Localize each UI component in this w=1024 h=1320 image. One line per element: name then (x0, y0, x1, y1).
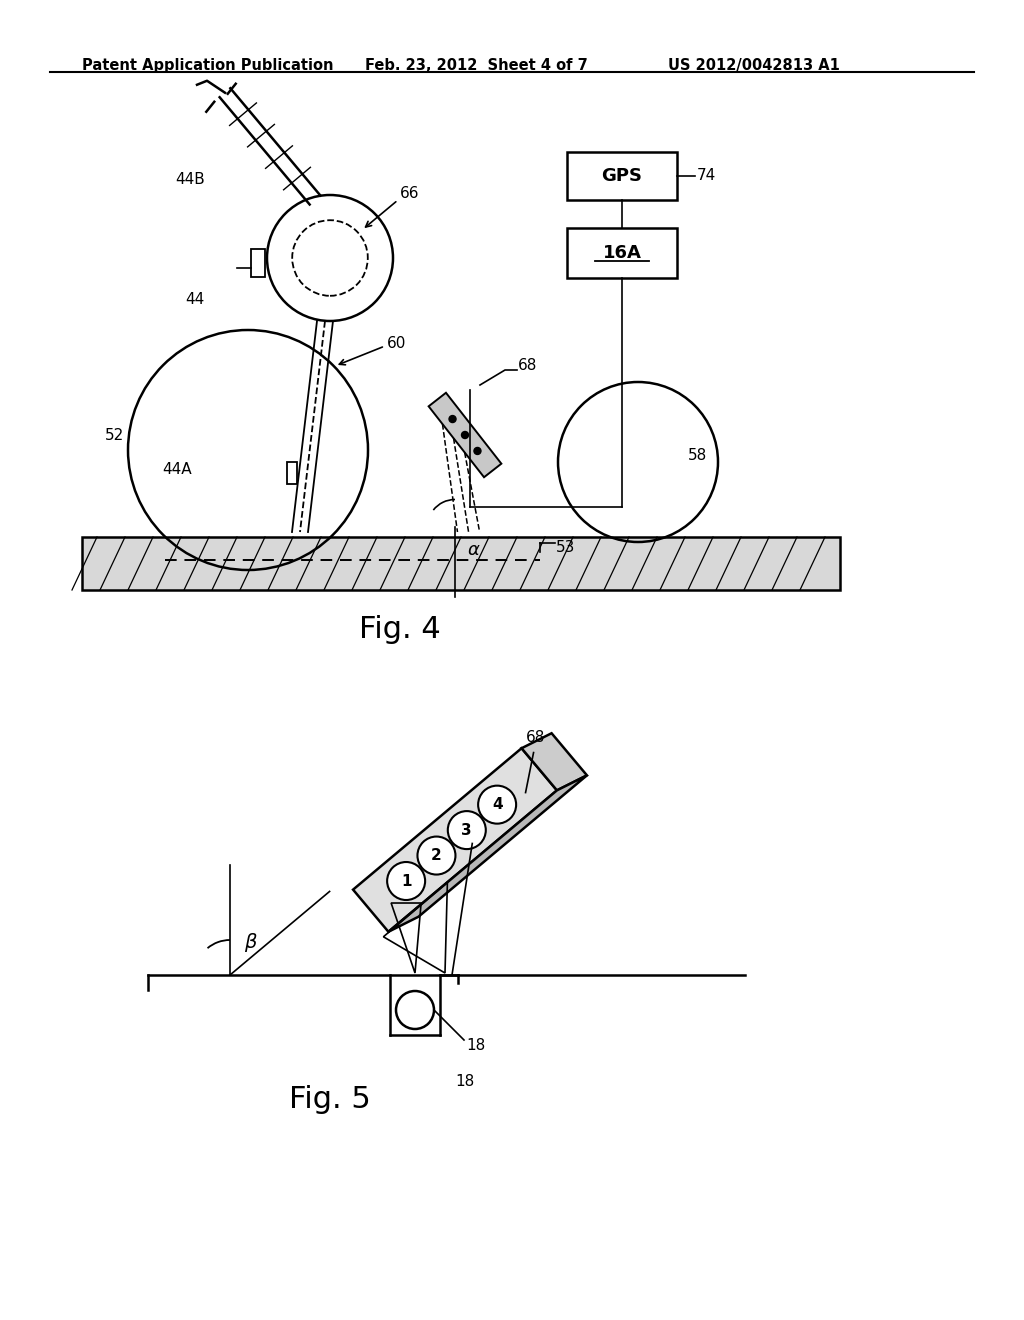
Text: 4: 4 (492, 797, 503, 812)
Text: Fig. 5: Fig. 5 (289, 1085, 371, 1114)
Text: Patent Application Publication: Patent Application Publication (82, 58, 334, 73)
Bar (567, 152, 677, 201)
Text: 18: 18 (466, 1038, 485, 1052)
Text: 68: 68 (518, 358, 538, 372)
Text: 2: 2 (431, 847, 441, 863)
Text: US 2012/0042813 A1: US 2012/0042813 A1 (668, 58, 840, 73)
Text: 44B: 44B (175, 173, 205, 187)
Polygon shape (521, 733, 587, 791)
Text: Fig. 4: Fig. 4 (359, 615, 441, 644)
Polygon shape (388, 775, 587, 932)
Circle shape (474, 447, 481, 454)
Text: 18: 18 (455, 1074, 474, 1089)
Text: 66: 66 (400, 186, 420, 201)
Text: α: α (467, 541, 479, 558)
Text: 44A: 44A (162, 462, 191, 478)
Bar (287, 462, 297, 484)
Circle shape (387, 862, 425, 900)
Circle shape (267, 195, 393, 321)
Text: Feb. 23, 2012  Sheet 4 of 7: Feb. 23, 2012 Sheet 4 of 7 (365, 58, 588, 73)
Text: 74: 74 (697, 169, 716, 183)
Text: β: β (244, 933, 256, 953)
Circle shape (478, 785, 516, 824)
Polygon shape (429, 393, 502, 478)
Text: 1: 1 (400, 874, 412, 888)
Text: 53: 53 (556, 540, 575, 556)
Circle shape (462, 432, 469, 438)
Text: 52: 52 (105, 428, 124, 442)
Bar (82, 537, 840, 590)
Text: 58: 58 (688, 447, 708, 462)
Circle shape (450, 416, 456, 422)
Text: 44: 44 (185, 293, 204, 308)
Bar (567, 228, 677, 279)
Text: 3: 3 (462, 822, 472, 838)
Circle shape (447, 810, 485, 849)
Text: GPS: GPS (601, 168, 642, 185)
Text: 68: 68 (525, 730, 545, 744)
Circle shape (418, 837, 456, 875)
Polygon shape (353, 748, 557, 932)
Text: 16A: 16A (602, 244, 641, 261)
Text: 60: 60 (387, 335, 407, 351)
Bar (251, 249, 265, 277)
